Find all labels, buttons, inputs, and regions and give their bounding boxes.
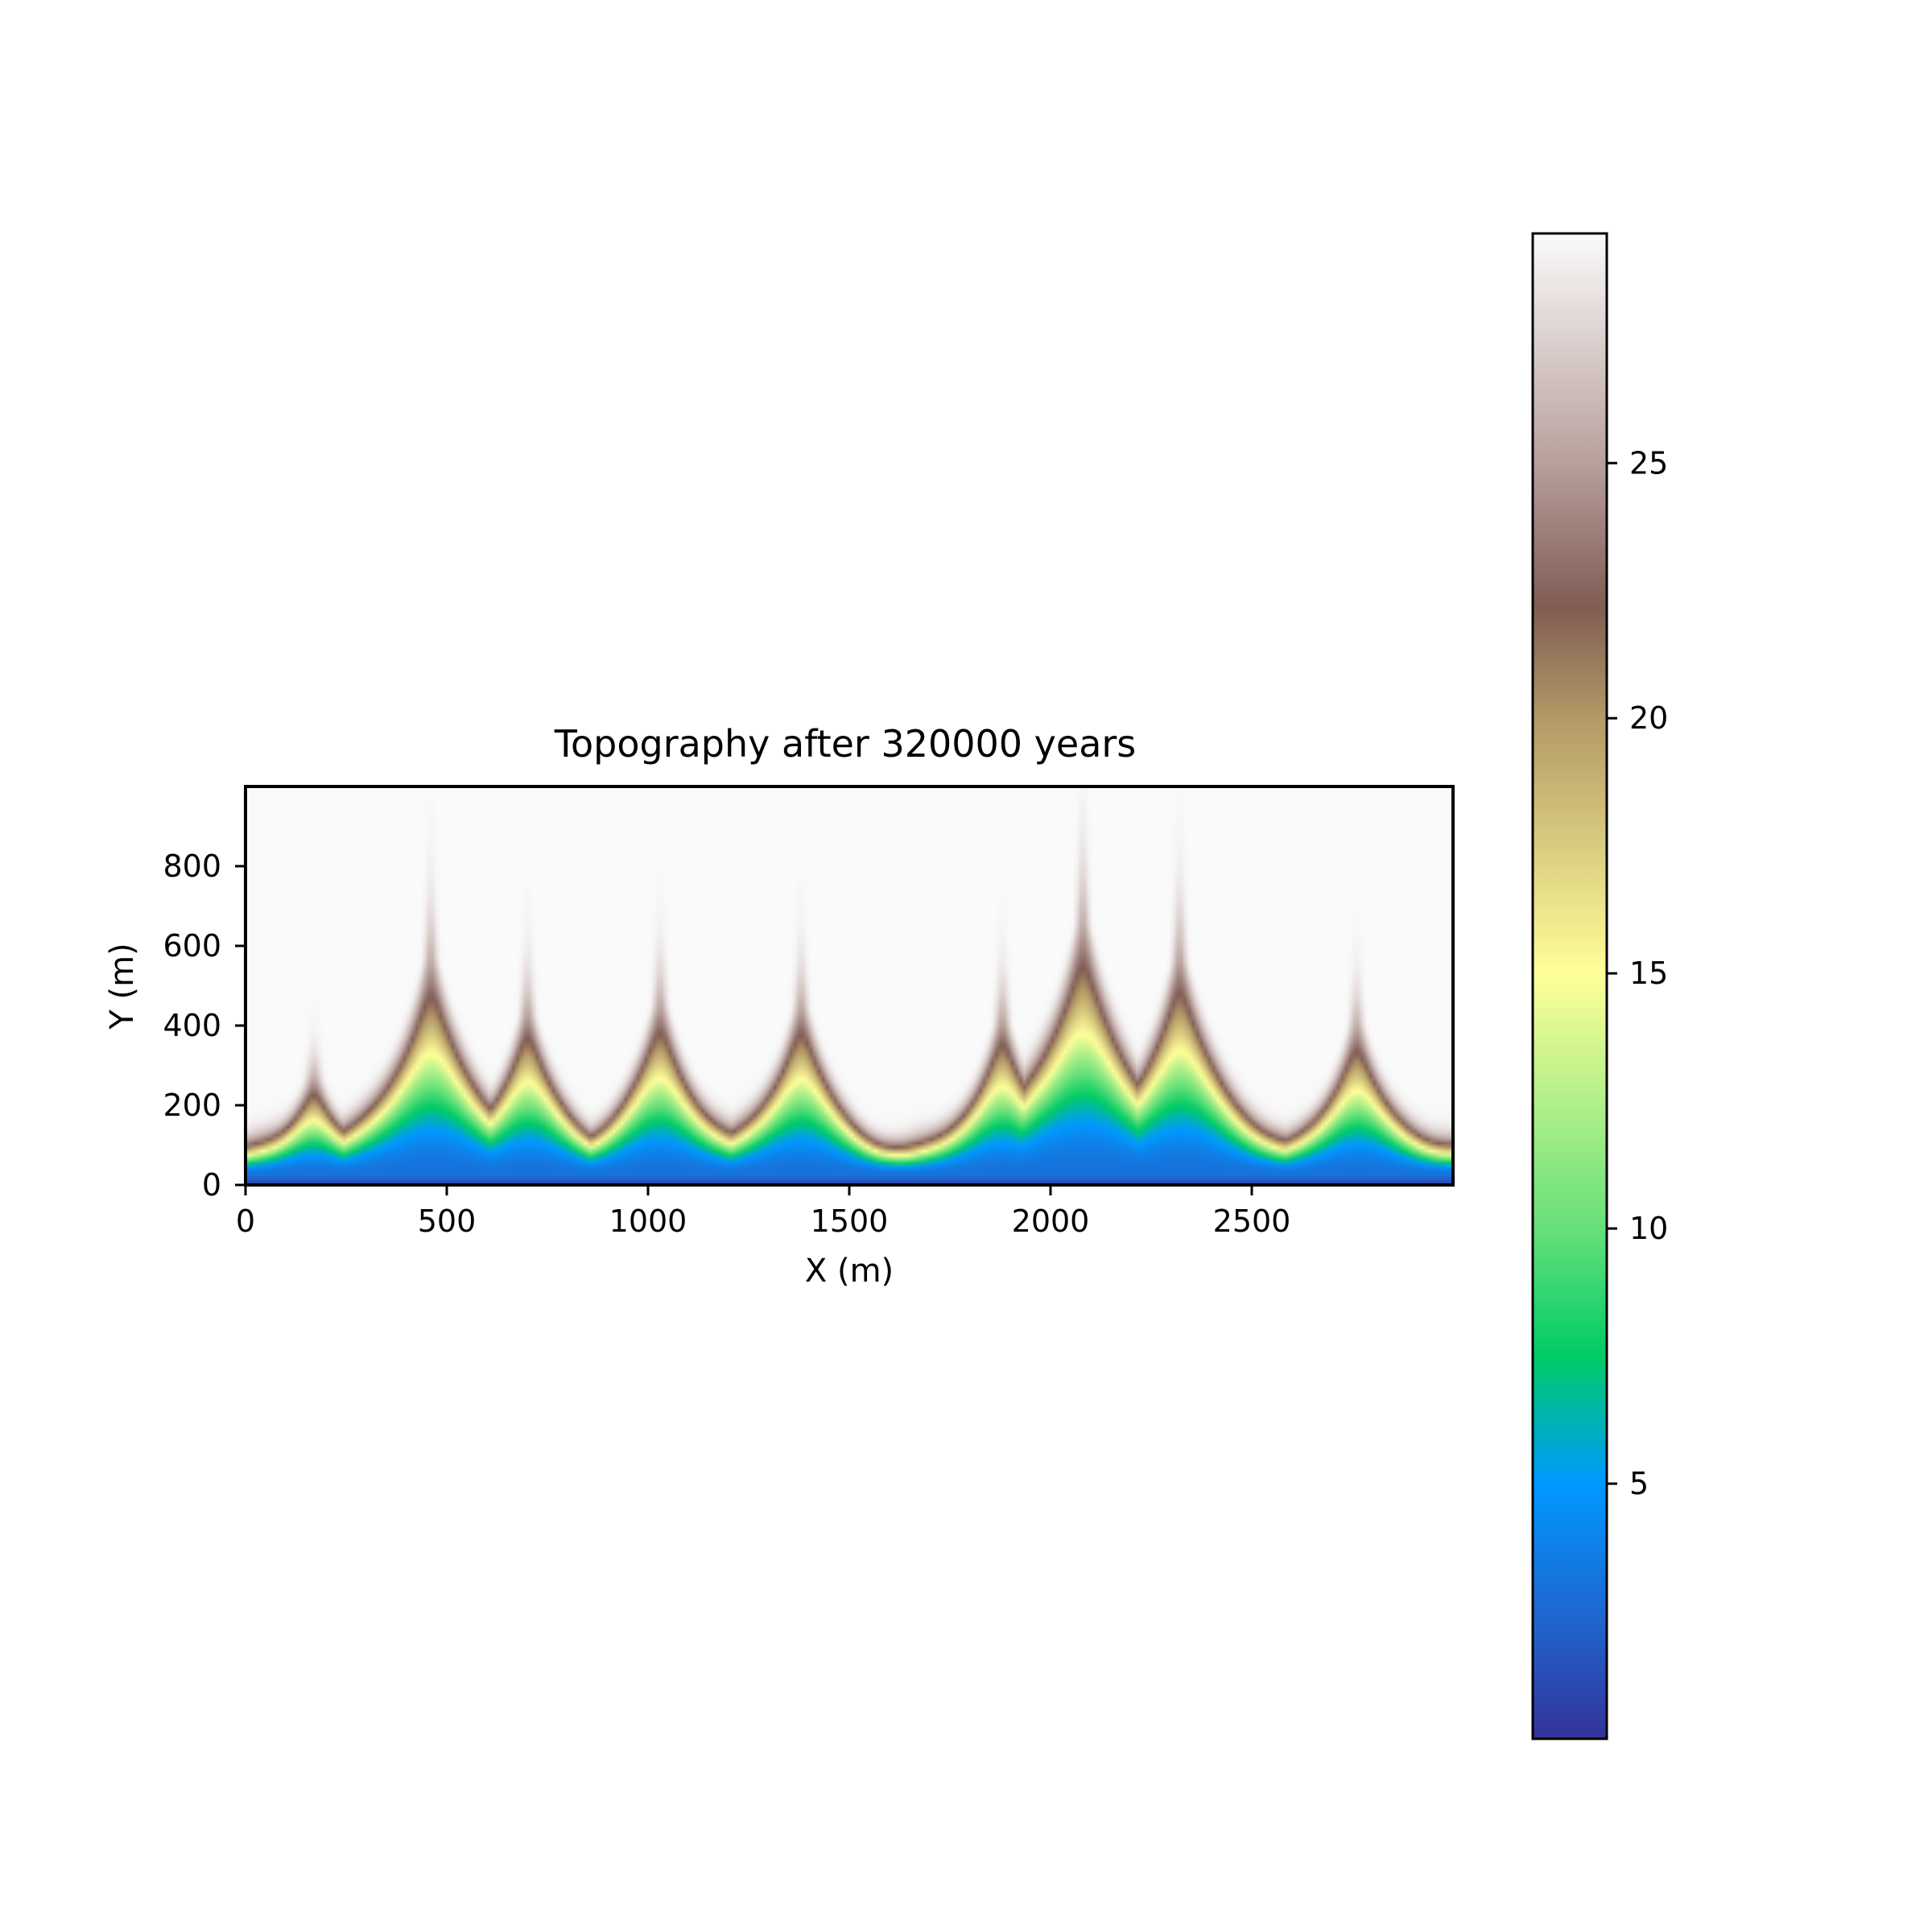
- x-tick-label: 1500: [811, 1203, 889, 1239]
- y-tick-label: 600: [163, 928, 221, 964]
- x-axis-label: X (m): [805, 1253, 894, 1290]
- colorbar-tick-label: 15: [1629, 956, 1668, 991]
- y-tick-label: 800: [163, 848, 221, 884]
- colorbar-tick-label: 25: [1629, 445, 1668, 481]
- y-axis-ticks: 0 200 400 600 800: [163, 848, 246, 1203]
- x-tick-label: 1000: [609, 1203, 687, 1239]
- colorbar-ticks: 5 10 15 20 25: [1607, 445, 1668, 1501]
- colorbar-tick-label: 20: [1629, 700, 1668, 736]
- x-tick-label: 0: [236, 1203, 255, 1239]
- y-tick-label: 200: [163, 1088, 221, 1123]
- x-axis-ticks: 0 500 1000 1500 2000 2500: [236, 1185, 1290, 1239]
- y-axis-label: Y (m): [104, 943, 141, 1030]
- heatmap-image: [246, 786, 1453, 1185]
- y-tick-label: 0: [202, 1167, 221, 1203]
- x-tick-label: 500: [418, 1203, 477, 1239]
- y-tick-label: 400: [163, 1008, 221, 1043]
- colorbar-tick-label: 5: [1629, 1466, 1649, 1501]
- colorbar-tick-label: 10: [1629, 1211, 1668, 1246]
- x-tick-label: 2500: [1213, 1203, 1291, 1239]
- x-tick-label: 2000: [1012, 1203, 1090, 1239]
- chart-title: Topography after 320000 years: [554, 722, 1137, 766]
- colorbar: [1531, 232, 1608, 1740]
